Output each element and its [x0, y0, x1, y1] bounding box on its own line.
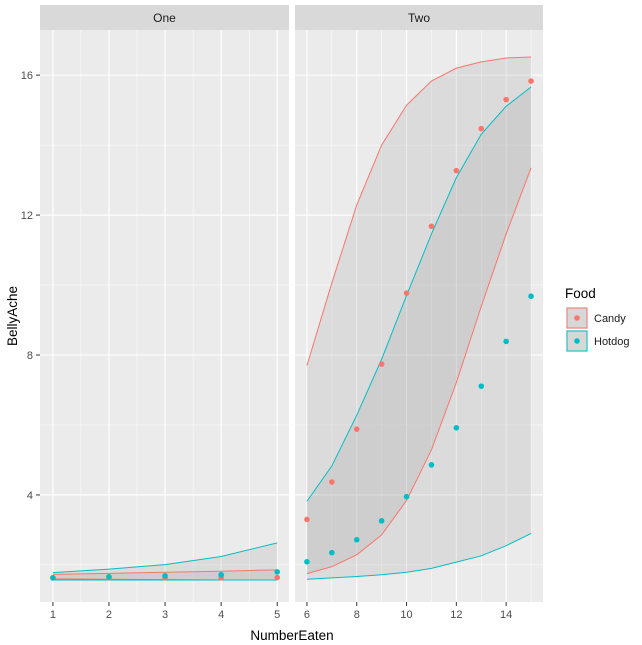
ribbon-hotdog	[306, 87, 532, 580]
point-hotdog	[50, 575, 56, 581]
point-candy	[403, 290, 410, 296]
point-hotdog	[403, 493, 410, 500]
point-candy	[274, 574, 281, 581]
ribbon-lower-candy	[306, 167, 532, 575]
x-axis-title: NumberEaten	[250, 628, 333, 643]
point-hotdog	[162, 572, 168, 579]
strip-label: Two	[408, 11, 430, 25]
point-candy	[304, 516, 310, 523]
point-hotdog	[378, 518, 385, 524]
y-tick-label: 16	[21, 70, 33, 82]
point-candy	[378, 361, 385, 367]
legend-label: Hotdog	[594, 336, 629, 348]
y-tick-label: 8	[27, 350, 33, 362]
point-hotdog	[304, 558, 310, 565]
ribbon-upper-hotdog	[306, 86, 532, 502]
point-hotdog	[453, 424, 460, 431]
ribbon-upper-hotdog	[52, 542, 278, 574]
ribbon-lower-hotdog	[306, 532, 532, 580]
point-candy	[453, 167, 460, 174]
point-hotdog	[503, 338, 509, 345]
x-tick-label: 1	[50, 609, 56, 621]
point-hotdog	[528, 293, 534, 300]
point-hotdog	[218, 571, 224, 578]
point-candy	[478, 125, 485, 132]
strip	[295, 5, 543, 30]
point-candy	[353, 426, 360, 432]
point-hotdog	[329, 549, 335, 556]
legend-title: Food	[565, 286, 596, 301]
ribbon-upper-candy	[306, 56, 532, 366]
legend-point	[574, 315, 580, 321]
panel-background	[40, 30, 289, 602]
x-tick-label: 4	[218, 609, 224, 621]
strip-label: One	[153, 11, 176, 25]
x-tick-label: 8	[354, 609, 360, 621]
x-tick-label: 10	[400, 609, 412, 621]
x-tick-label: 3	[162, 609, 168, 621]
panel-background	[295, 30, 543, 602]
strip	[40, 5, 289, 30]
point-candy	[329, 479, 335, 485]
point-hotdog	[353, 536, 360, 543]
point-hotdog	[478, 383, 485, 389]
point-hotdog	[428, 462, 435, 468]
y-tick-label: 12	[21, 210, 33, 222]
point-hotdog	[106, 574, 112, 580]
x-tick-label: 5	[274, 609, 280, 621]
point-hotdog	[274, 569, 281, 575]
legend-label: Candy	[594, 313, 626, 325]
x-tick-label: 12	[450, 609, 462, 621]
y-axis-title: BellyAche	[5, 286, 20, 346]
legend: Food Candy Hotdog	[565, 286, 629, 352]
x-tick-label: 6	[304, 609, 310, 621]
panel-two: Two 6 8 10 12 14	[295, 5, 543, 621]
point-candy	[528, 78, 534, 84]
point-candy	[428, 223, 435, 230]
ribbon-candy	[306, 56, 532, 574]
y-tick-label: 4	[27, 490, 33, 502]
ribbon-hotdog	[52, 542, 278, 580]
x-tick-label: 2	[106, 609, 112, 621]
point-candy	[503, 96, 509, 103]
x-tick-label: 14	[500, 609, 512, 621]
ribbon-upper-candy	[52, 569, 278, 575]
legend-point	[574, 338, 580, 344]
